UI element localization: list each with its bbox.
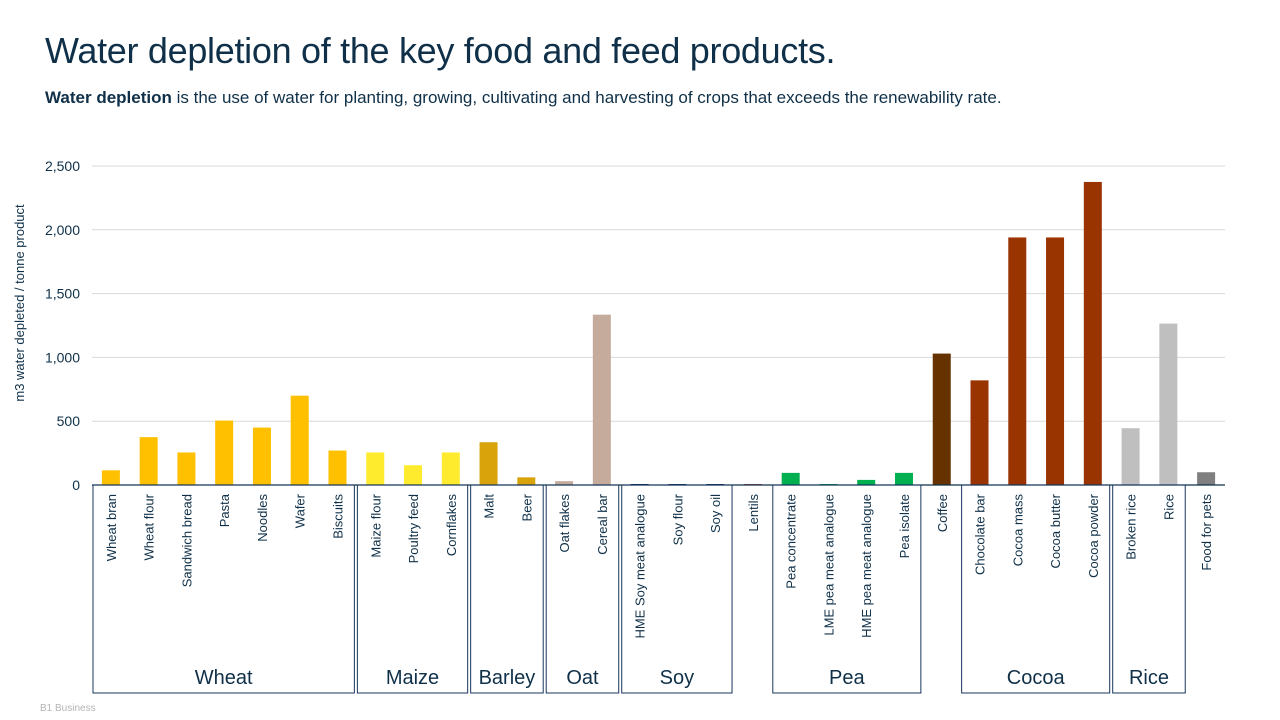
x-tick-label: Malt	[482, 494, 497, 519]
bar	[555, 481, 574, 485]
x-tick-label: HME Soy meat analogue	[633, 494, 648, 639]
bar	[290, 395, 309, 485]
x-tick-label: Poultry feed	[406, 494, 421, 563]
page-title: Water depletion of the key food and feed…	[45, 30, 836, 71]
group-label: Cocoa	[1007, 667, 1066, 689]
subtitle-definition: is the use of water for planting, growin…	[171, 88, 1002, 107]
group-label: Pea	[829, 667, 865, 689]
group-label: Wheat	[195, 667, 253, 689]
y-tick-label: 500	[57, 413, 81, 429]
y-tick-label: 1,000	[45, 349, 80, 365]
x-tick-label: Soy flour	[670, 493, 685, 545]
x-tick-label: Wheat bran	[104, 494, 119, 561]
x-tick-label: Coffee	[935, 494, 950, 532]
bar	[1008, 237, 1027, 485]
bar	[101, 470, 120, 485]
group-label: Maize	[386, 667, 439, 689]
bar	[252, 427, 271, 485]
x-tick-label: Rice	[1161, 494, 1176, 520]
x-tick-label: Wafer	[293, 493, 308, 528]
subtitle-term: Water depletion	[45, 88, 172, 107]
group-label: Barley	[479, 667, 536, 689]
bar	[404, 465, 423, 485]
x-tick-label: Broken rice	[1124, 494, 1139, 560]
y-tick-label: 2,000	[45, 222, 80, 238]
bar	[441, 452, 460, 485]
bar	[970, 380, 989, 485]
group-bracket	[470, 484, 544, 694]
x-tick-label: Oat flakes	[557, 494, 572, 553]
x-tick-label: Soy oil	[708, 494, 723, 533]
x-tick-label: Sandwich bread	[179, 494, 194, 587]
group-bracket	[772, 484, 922, 694]
group-label: Soy	[660, 667, 694, 689]
group-bracket	[545, 484, 620, 694]
bar	[517, 477, 536, 485]
x-tick-label: Chocolate bar	[973, 493, 988, 575]
x-tick-label: Noodles	[255, 494, 270, 542]
y-tick-label: 0	[72, 477, 80, 493]
x-tick-label: Cereal bar	[595, 493, 610, 554]
x-tick-label: Lentils	[746, 494, 761, 532]
page-subtitle: Water depletion is the use of water for …	[45, 88, 1002, 108]
x-tick-label: Pea isolate	[897, 494, 912, 558]
bar	[1197, 472, 1216, 485]
bar	[1083, 181, 1102, 485]
footer-classification: B1 Business	[40, 703, 96, 714]
bar	[932, 353, 951, 485]
bar	[592, 314, 611, 485]
bar	[215, 420, 234, 485]
x-tick-label: Cocoa powder	[1086, 493, 1101, 577]
bar	[177, 452, 196, 485]
bar	[1159, 323, 1178, 485]
x-tick-label: Beer	[519, 493, 534, 521]
group-bracket	[92, 484, 355, 694]
group-bracket	[1112, 484, 1186, 694]
bar	[139, 437, 158, 485]
x-tick-label: LME pea meat analogue	[821, 494, 836, 636]
bar	[894, 472, 913, 485]
y-tick-label: 1,500	[45, 286, 80, 302]
x-tick-label: Cocoa mass	[1010, 494, 1025, 567]
x-tick-label: Cornflakes	[444, 494, 459, 557]
y-tick-label: 2,500	[45, 158, 80, 174]
bar	[328, 450, 347, 485]
x-tick-label: Food for pets	[1199, 494, 1214, 571]
group-bracket	[356, 484, 469, 694]
bar	[366, 452, 385, 485]
group-bracket	[961, 484, 1111, 694]
x-tick-label: Wheat flour	[142, 493, 157, 560]
group-bracket	[621, 484, 733, 694]
bar	[857, 479, 876, 485]
x-tick-label: Maize flour	[368, 493, 383, 557]
bar	[1046, 237, 1065, 485]
y-axis-label: m3 water depleted / tonne product	[12, 204, 27, 402]
x-tick-label: HME pea meat analogue	[859, 494, 874, 638]
group-label: Rice	[1129, 667, 1169, 689]
bar	[781, 472, 800, 485]
bar	[1121, 428, 1140, 485]
x-tick-label: Pea concentrate	[784, 494, 799, 589]
x-tick-label: Biscuits	[330, 494, 345, 539]
x-tick-label: Pasta	[217, 493, 232, 527]
bar	[479, 442, 498, 485]
group-label: Oat	[566, 667, 599, 689]
x-tick-label: Cocoa butter	[1048, 493, 1063, 568]
